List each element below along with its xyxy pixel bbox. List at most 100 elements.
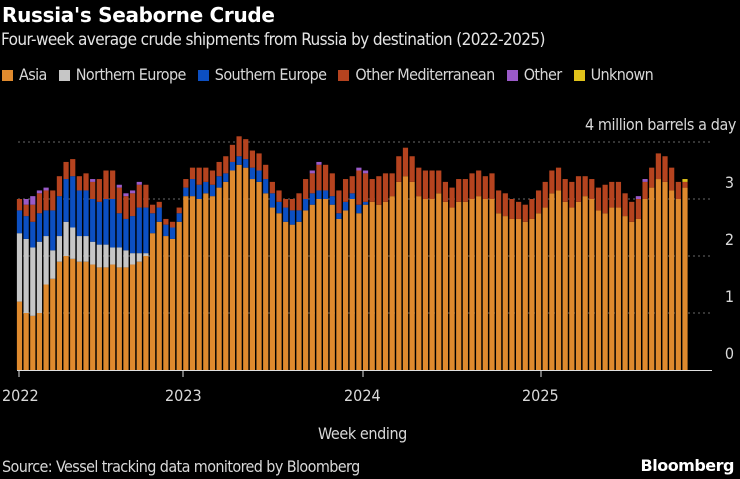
bar-asia — [96, 267, 102, 370]
bar-stack-2024-03-24 — [402, 147, 409, 370]
bar-stack-2024-07-28 — [462, 179, 468, 370]
bar-asia — [223, 181, 229, 370]
bar-stack-2023-01-15 — [196, 167, 202, 370]
bar-asia — [163, 236, 169, 370]
bar-stack-2024-08-25 — [476, 170, 482, 370]
bar-stack-2022-06-05 — [90, 179, 96, 370]
bar-other-mediterranean — [130, 193, 136, 217]
bar-other-mediterranean — [522, 204, 528, 222]
bar-other-mediterranean — [269, 181, 275, 194]
bar-asia — [103, 267, 109, 370]
bar-northern-europe — [96, 244, 102, 268]
bar-asia — [496, 213, 502, 370]
bar-other-mediterranean — [429, 170, 435, 199]
bar-other-mediterranean — [635, 199, 641, 219]
bar-asia — [662, 181, 668, 370]
bar-other-mediterranean — [615, 181, 622, 208]
bar-southern-europe — [276, 201, 282, 214]
bar-other-mediterranean — [456, 179, 462, 202]
bar-stack-2023-09-10 — [309, 170, 315, 370]
bar-stack-2025-02-09 — [555, 167, 562, 370]
bar-stack-2023-12-31 — [362, 170, 369, 370]
bar-asia — [535, 213, 542, 370]
bar-asia — [283, 221, 289, 370]
bar-asia — [389, 196, 395, 370]
bar-stack-2024-09-08 — [482, 176, 488, 370]
bar-asia — [90, 264, 96, 370]
bar-other-mediterranean — [476, 170, 482, 197]
bar-other-mediterranean — [642, 181, 648, 199]
bar-stack-2025-04-06 — [582, 176, 588, 370]
bar-northern-europe — [83, 236, 89, 262]
bar-asia — [476, 196, 482, 370]
bar-asia — [516, 218, 522, 370]
bar-stack-2025-08-24 — [649, 167, 655, 370]
bar-asia — [569, 207, 575, 370]
bar-northern-europe — [70, 227, 76, 259]
bar-asia — [249, 179, 255, 370]
bar-stack-2023-10-22 — [329, 173, 335, 370]
y-tick-label-1: 1 — [724, 287, 734, 306]
bar-other-mediterranean — [489, 173, 495, 199]
bar-stack-2025-05-04 — [595, 187, 602, 370]
bar-stack-2025-02-23 — [562, 179, 568, 370]
bar-other-mediterranean — [449, 187, 455, 208]
bar-stack-2022-05-08 — [76, 176, 82, 370]
bar-other-mediterranean — [309, 173, 315, 194]
bar-other-mediterranean — [336, 190, 342, 214]
bar-asia — [436, 193, 442, 370]
bar-asia — [602, 213, 608, 370]
bar-stack-2023-06-04 — [263, 164, 269, 370]
chart-subtitle: Four-week average crude shipments from R… — [1, 30, 546, 50]
bar-asia — [549, 193, 555, 370]
bar-asia — [149, 233, 156, 370]
bar-other — [316, 161, 322, 165]
legend-item-other-mediterranean: Other Mediterranean — [338, 63, 495, 86]
bar-other — [635, 196, 641, 199]
bar-southern-europe — [309, 193, 315, 205]
bar-stack-2023-11-05 — [336, 190, 342, 370]
bar-asia — [316, 199, 322, 370]
bar-stack-2025-07-27 — [635, 196, 641, 370]
bar-northern-europe — [143, 253, 149, 256]
bar-stack-2025-10-19 — [675, 181, 681, 370]
bar-asia — [609, 207, 615, 370]
bar-unknown — [682, 179, 688, 182]
bar-stack-2024-10-20 — [502, 193, 508, 370]
bar-stack-2023-11-19 — [342, 179, 349, 370]
bar-other — [136, 181, 142, 185]
bar-asia — [649, 187, 655, 370]
bar-other-mediterranean — [402, 147, 409, 177]
bar-stack-2023-07-16 — [283, 199, 289, 370]
bar-other-mediterranean — [70, 159, 76, 177]
bar-other — [309, 170, 315, 174]
bar-asia — [70, 258, 76, 370]
bloomberg-logo: Bloomberg — [640, 456, 735, 475]
bar-other-mediterranean — [609, 181, 615, 208]
bar-asia — [629, 221, 635, 370]
bar-southern-europe — [303, 199, 309, 211]
legend-swatch — [338, 70, 350, 81]
bar-southern-europe — [130, 216, 136, 254]
bar-other-mediterranean — [136, 184, 142, 208]
bar-asia — [509, 218, 515, 370]
bar-other-mediterranean — [569, 181, 575, 208]
bar-stack-2023-01-29 — [203, 167, 209, 370]
bar-other-mediterranean — [249, 150, 255, 168]
bar-asia — [675, 199, 681, 370]
bar-southern-europe — [90, 199, 96, 242]
bar-stack-2023-08-13 — [296, 193, 302, 370]
bar-other-mediterranean — [216, 161, 222, 177]
bar-asia — [56, 261, 63, 370]
bar-other-mediterranean — [542, 181, 548, 208]
bar-stack-2025-08-10 — [642, 179, 648, 370]
bar-southern-europe — [23, 216, 29, 239]
bar-stack-2024-12-29 — [535, 190, 542, 370]
legend-item-northern-europe: Northern Europe — [58, 63, 186, 86]
bar-asia — [130, 264, 136, 370]
bar-northern-europe — [116, 247, 122, 268]
y-tick-label-3: 3 — [724, 173, 734, 192]
bar-northern-europe — [90, 241, 96, 265]
bar-asia — [642, 199, 648, 370]
